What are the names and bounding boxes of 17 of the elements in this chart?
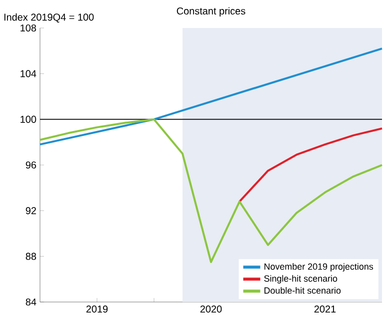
y-tick-label: 108 — [20, 24, 36, 32]
y-axis-title: Index 2019Q4 = 100 — [4, 13, 94, 22]
y-tick-label: 100 — [20, 116, 36, 123]
y-tick-label: 96 — [26, 161, 36, 169]
x-tick-label: 2020 — [200, 306, 222, 313]
y-tick-label: 92 — [26, 207, 36, 214]
line-series — [238, 127, 384, 203]
chart-title: Constant prices — [176, 7, 246, 16]
y-tick-label: 88 — [26, 252, 36, 260]
x-tick-label: 2019 — [86, 306, 108, 313]
legend-label: Double-hit scenario — [264, 287, 341, 294]
x-tick-label: 2021 — [314, 306, 336, 313]
legend-label: Single-hit scenario — [264, 275, 338, 284]
y-tick-label: 104 — [20, 70, 36, 78]
legend-label: November 2019 projections — [264, 263, 374, 272]
line-series — [39, 118, 384, 264]
y-tick-label: 84 — [26, 298, 36, 306]
